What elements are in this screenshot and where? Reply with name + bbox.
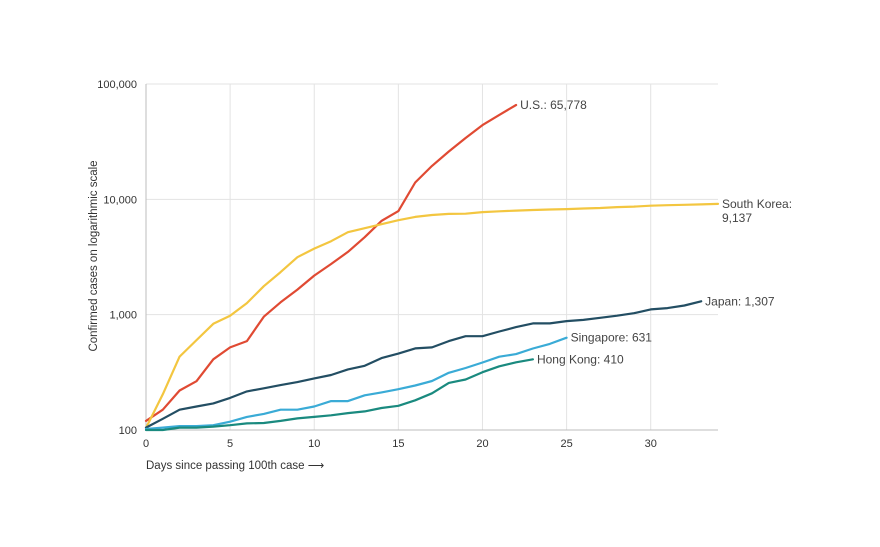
y-tick-label: 1,000 (109, 310, 137, 322)
series-label-line: Singapore: 631 (571, 331, 653, 345)
x-tick-label: 20 (476, 438, 488, 450)
x-tick-label: 15 (392, 438, 404, 450)
series-label-line: South Korea: (722, 197, 792, 211)
series-label-line: 9,137 (722, 211, 752, 225)
y-tick-label: 100 (119, 425, 137, 437)
series-label-japan: Japan: 1,307 (705, 294, 775, 308)
x-axis-title: Days since passing 100th case ⟶ (146, 460, 325, 472)
series-line-hong-kong (144, 358, 535, 432)
series-line-south-korea (144, 202, 720, 430)
series-label-line: Japan: 1,307 (705, 294, 775, 308)
x-tick-label: 0 (143, 438, 149, 450)
grid (146, 83, 718, 430)
series-label-line: U.S.: 65,778 (520, 98, 587, 112)
series-line-japan (144, 300, 703, 429)
series-label-south-korea: South Korea: 9,137 (722, 197, 792, 225)
x-tick-label: 25 (560, 438, 572, 450)
series-lines (144, 103, 720, 432)
axes: 0 5 10 15 20 25 30 100 1,000 10,000 100,000 (97, 79, 718, 450)
series-labels: U.S.: 65,778 South Korea: 9,137 Japan: 1,30… (520, 98, 792, 366)
series-label-hong-kong: Hong Kong: 410 (537, 352, 624, 366)
series-label-u-s-: U.S.: 65,778 (520, 98, 587, 112)
series-line-singapore (144, 336, 568, 431)
x-tick-label: 30 (645, 438, 657, 450)
x-tick-label: 5 (227, 438, 233, 450)
series-label-line: Hong Kong: 410 (537, 352, 624, 366)
x-tick-label: 10 (308, 438, 320, 450)
series-line-u-s- (144, 103, 518, 422)
y-tick-label: 10,000 (103, 194, 137, 206)
y-axis-title: Confirmed cases on logarithmic scale (88, 160, 100, 351)
y-tick-label: 100,000 (97, 79, 137, 91)
series-label-singapore: Singapore: 631 (571, 331, 653, 345)
